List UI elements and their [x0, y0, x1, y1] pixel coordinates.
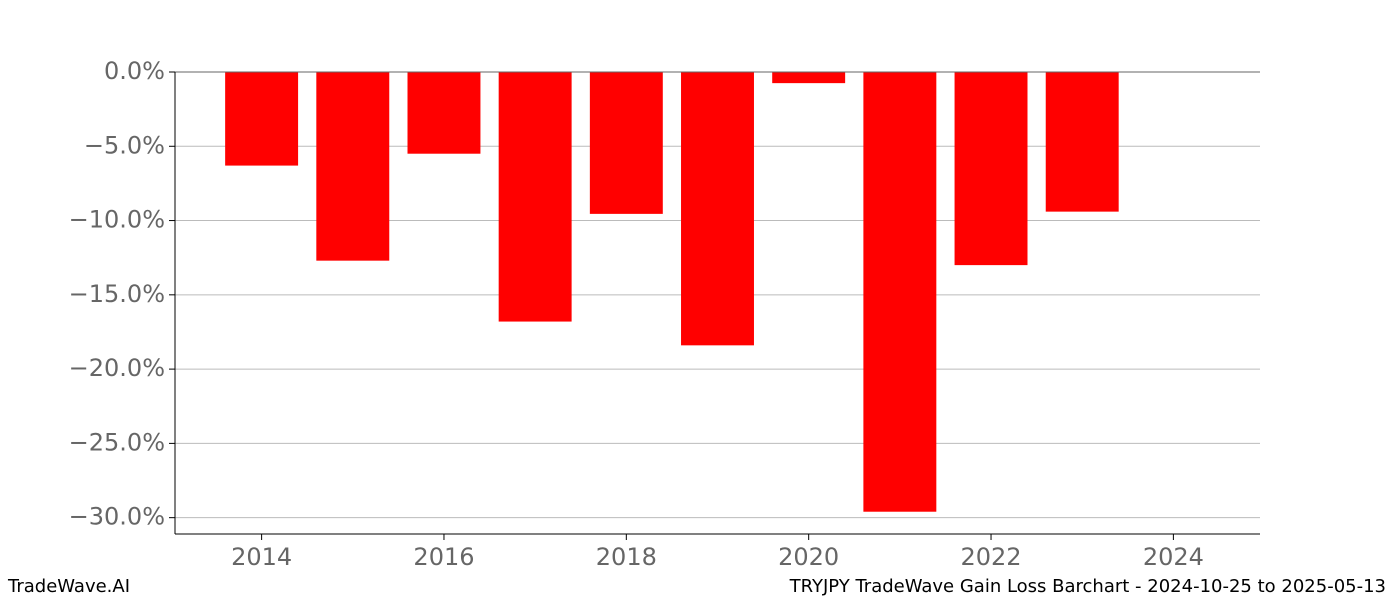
- bar: [863, 72, 937, 512]
- x-tick-label: 2020: [778, 543, 839, 571]
- bar: [772, 72, 846, 84]
- x-tick-label: 2014: [231, 543, 292, 571]
- y-tick-label: −30.0%: [69, 503, 165, 531]
- x-tick-label: 2018: [596, 543, 657, 571]
- bar: [498, 72, 572, 322]
- bar: [589, 72, 663, 214]
- bar: [407, 72, 481, 154]
- y-tick-label: 0.0%: [104, 57, 165, 85]
- brand: TradeWave.AI: [7, 576, 130, 597]
- bar: [225, 72, 299, 166]
- chart-title: TRYJPY TradeWave Gain Loss Barchart - 20…: [789, 576, 1386, 597]
- y-tick-label: −5.0%: [84, 131, 165, 159]
- bar: [316, 72, 390, 261]
- y-tick-label: −15.0%: [69, 280, 165, 308]
- y-tick-label: −20.0%: [69, 354, 165, 382]
- x-tick-label: 2016: [413, 543, 474, 571]
- bar: [1045, 72, 1119, 212]
- x-tick-label: 2022: [960, 543, 1021, 571]
- bar: [954, 72, 1028, 266]
- x-tick-label: 2024: [1143, 543, 1204, 571]
- y-tick-label: −10.0%: [69, 206, 165, 234]
- bar: [681, 72, 754, 346]
- y-tick-label: −25.0%: [69, 428, 165, 456]
